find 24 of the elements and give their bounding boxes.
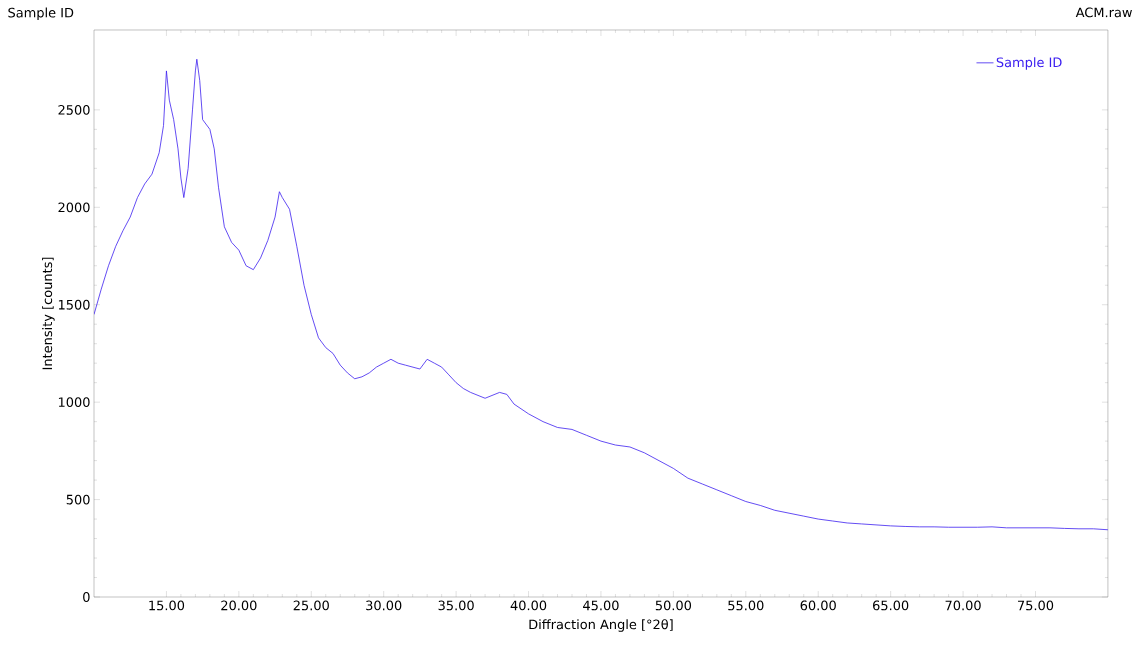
x-tick-label: 40.00 <box>510 600 547 611</box>
x-tick-label: 45.00 <box>583 600 619 611</box>
x-tick-label: 50.00 <box>655 600 692 611</box>
x-tick-label: 25.00 <box>293 600 329 611</box>
y-tick-label: 500 <box>66 494 90 505</box>
x-tick-label: 65.00 <box>873 600 909 611</box>
x-tick-label: 75.00 <box>1018 600 1054 611</box>
y-axis-title: Intensity [counts] <box>42 257 55 370</box>
y-tick-label: 1500 <box>58 299 90 310</box>
x-tick-label: 15.00 <box>149 600 185 611</box>
y-tick-label: 0 <box>83 592 90 602</box>
legend-label: Sample ID <box>996 57 1062 70</box>
x-tick-label: 70.00 <box>945 600 981 611</box>
x-axis-title: Diffraction Angle [°2θ] <box>529 619 673 632</box>
x-tick-label: 20.00 <box>221 600 257 611</box>
y-tick-label: 2000 <box>58 202 90 213</box>
x-tick-label: 55.00 <box>728 600 764 611</box>
x-tick-label: 35.00 <box>438 600 474 611</box>
text: ACM.raw <box>1075 7 1132 18</box>
x-tick-label: 30.00 <box>366 600 402 611</box>
chart-title: Sample ID <box>8 7 74 21</box>
y-tick-label: 1000 <box>58 397 90 408</box>
x-tick-label: 60.00 <box>800 600 836 611</box>
y-tick-label: 2500 <box>58 104 90 115</box>
